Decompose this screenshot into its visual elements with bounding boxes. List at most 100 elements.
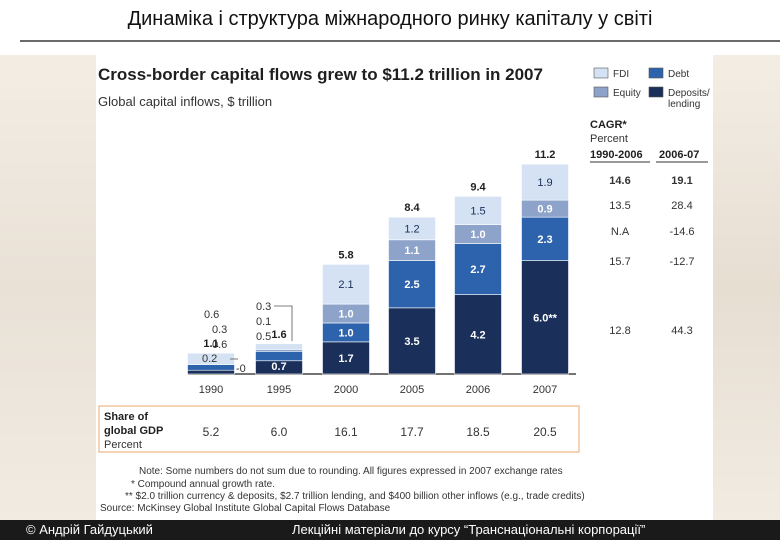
share-value-2007: 20.5 <box>533 425 557 439</box>
bar-1990-debt <box>187 364 235 371</box>
title-divider <box>20 40 780 42</box>
bar-2005-debt <box>388 260 436 309</box>
cagr-row-2-v1: N.A <box>611 226 630 238</box>
bar-label-2006-fdi: 1.5 <box>470 206 485 218</box>
share-label-2: global GDP <box>104 425 163 437</box>
bar-1995-debt <box>255 351 303 362</box>
cagr-row-0-v1: 14.6 <box>609 175 630 187</box>
share-box <box>98 405 580 453</box>
footer-bar <box>0 520 780 540</box>
bar-2000-deposits <box>322 341 370 375</box>
callout-1990-debt: 0.3 <box>212 324 227 336</box>
bar-2005-deposits <box>388 307 436 375</box>
bar-2000-fdi <box>322 264 370 305</box>
cagr-row-1-v2: 28.4 <box>671 200 692 212</box>
slide-title: Динаміка і структура міжнародного ринку … <box>127 8 653 30</box>
legend-swatch-deposits <box>648 86 664 98</box>
bar-1995-fdi <box>255 343 303 350</box>
callout-1990-fdi-2: 0.6 <box>212 339 227 351</box>
bar-2006-fdi <box>454 196 502 225</box>
note-0: Note: Some numbers do not sum due to rou… <box>139 466 563 477</box>
x-tick-1990: 1990 <box>199 384 223 396</box>
cagr-row-0-v2: 19.1 <box>671 175 692 187</box>
cagr-header: CAGR* <box>590 119 627 131</box>
cagr-row-2-v2: -14.6 <box>669 226 694 238</box>
bar-total-2006: 9.4 <box>470 181 486 193</box>
bar-1990-deposits <box>187 369 235 375</box>
cagr-row-4-v1: 12.8 <box>609 325 630 337</box>
legend-swatch-equity <box>593 86 609 98</box>
x-tick-2000: 2000 <box>334 384 358 396</box>
bar-2007-deposits <box>521 260 569 375</box>
bar-2005-fdi <box>388 216 436 241</box>
slide-background-left <box>0 55 96 520</box>
share-value-1990: 5.2 <box>203 425 220 439</box>
legend-label-deposits: Deposits/ <box>668 88 710 99</box>
chart-title: Cross-border capital flows grew to $11.2… <box>98 65 543 84</box>
chart-panel: Cross-border capital flows grew to $11.2… <box>96 56 713 520</box>
bar-total-2007: 11.2 <box>535 149 556 161</box>
legend-label-fdi: FDI <box>613 69 629 80</box>
bar-total-1990: 1.1 <box>203 338 218 350</box>
legend-label-equity: Equity <box>613 88 641 99</box>
x-tick-1995: 1995 <box>267 384 291 396</box>
legend-label-debt: Debt <box>668 69 689 80</box>
callout-1990-equity: -0 <box>236 363 246 375</box>
footer-course: Лекційні матеріали до курсу “Транснаціон… <box>292 522 646 537</box>
capital-flows-chart: Cross-border capital flows grew to $11.2… <box>98 65 710 514</box>
bar-label-2007-equity: 0.9 <box>537 204 552 216</box>
bar-2007-fdi <box>521 163 569 201</box>
x-tick-2005: 2005 <box>400 384 424 396</box>
bar-total-2005: 8.4 <box>404 202 420 214</box>
legend-swatch-debt <box>648 67 664 79</box>
cagr-col2-header: 2006-07 <box>659 149 699 161</box>
share-label-1: Share of <box>104 411 148 423</box>
cagr-row-1-v1: 13.5 <box>609 200 630 212</box>
footer-author: © Андрій Гайдуцький <box>26 522 153 537</box>
bar-label-2006-equity: 1.0 <box>470 229 485 241</box>
slide-background-right <box>713 55 780 520</box>
share-value-2005: 17.7 <box>400 425 424 439</box>
bar-label-2000-equity: 1.0 <box>338 309 353 321</box>
x-tick-2007: 2007 <box>533 384 557 396</box>
bar-label-2005-fdi: 1.2 <box>404 223 419 235</box>
bar-label-2007-debt: 2.3 <box>537 234 552 246</box>
bar-2006-deposits <box>454 294 502 375</box>
cagr-col1-header: 1990-2006 <box>590 149 643 161</box>
bar-label-2000-debt: 1.0 <box>338 327 353 339</box>
callout-1995-deposits: 0.7 <box>271 361 286 373</box>
bar-2006-debt <box>454 243 502 295</box>
legend-label-lending: lending <box>668 99 700 110</box>
note-3: Source: McKinsey Global Institute Global… <box>100 503 391 514</box>
cagr-unit: Percent <box>590 133 628 145</box>
callout-1995-debt: 0.5 <box>256 331 271 343</box>
callout-1995-fdi: 0.3 <box>256 301 271 313</box>
share-unit: Percent <box>104 439 142 451</box>
share-value-2006: 18.5 <box>466 425 490 439</box>
cagr-row-3-v1: 15.7 <box>609 256 630 268</box>
cagr-row-3-v2: -12.7 <box>669 256 694 268</box>
share-value-1995: 6.0 <box>271 425 288 439</box>
callout-1995-equity: 0.1 <box>256 316 271 328</box>
callout-1990-deposits: 0.2 <box>202 353 217 365</box>
bar-label-2005-equity: 1.1 <box>404 245 419 257</box>
legend-swatch-fdi <box>593 67 609 79</box>
bar-label-2007-deposits: 6.0** <box>533 312 558 324</box>
bar-2007-debt <box>521 216 569 261</box>
bar-label-2005-debt: 2.5 <box>404 279 419 291</box>
bar-label-2000-deposits: 1.7 <box>338 353 353 365</box>
cagr-row-4-v2: 44.3 <box>671 325 692 337</box>
bar-label-2006-debt: 2.7 <box>470 264 485 276</box>
callout-bracket-1995 <box>274 305 293 341</box>
bar-label-2000-fdi: 2.1 <box>338 279 353 291</box>
share-value-2000: 16.1 <box>334 425 358 439</box>
bar-label-2005-deposits: 3.5 <box>404 336 419 348</box>
note-1: * Compound annual growth rate. <box>131 479 275 490</box>
bar-total-1995: 1.6 <box>271 329 286 341</box>
bar-label-2007-fdi: 1.9 <box>537 177 552 189</box>
x-tick-2006: 2006 <box>466 384 490 396</box>
chart-subtitle: Global capital inflows, $ trillion <box>98 94 272 109</box>
callout-1990-fdi: 0.6 <box>204 309 219 321</box>
note-2: ** $2.0 trillion currency & deposits, $2… <box>125 491 585 502</box>
bar-label-2006-deposits: 4.2 <box>470 329 485 341</box>
